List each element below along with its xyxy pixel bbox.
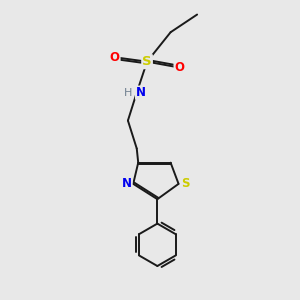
Text: S: S [181,177,189,190]
Text: N: N [136,86,146,99]
Text: S: S [142,55,152,68]
Text: N: N [122,177,132,190]
Text: H: H [124,88,133,98]
Text: O: O [174,61,184,74]
Text: O: O [110,51,120,64]
